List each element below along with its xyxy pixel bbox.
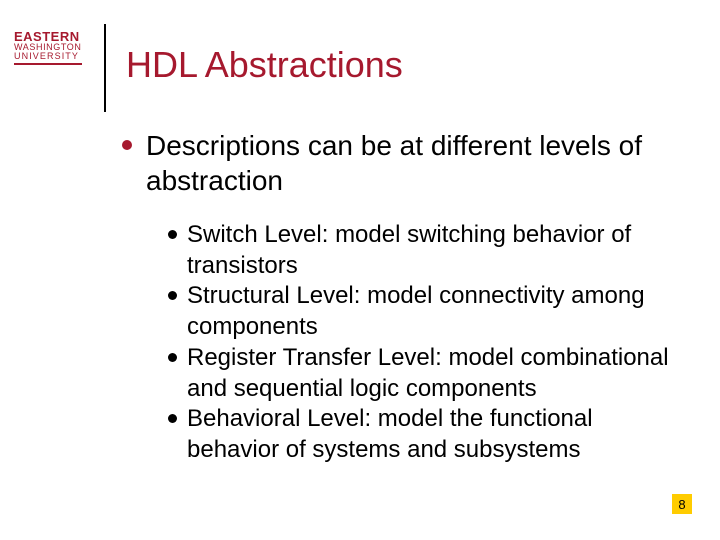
sub-bullet-text: Switch Level: model switching behavior o… [187,220,672,281]
sub-bullet: Switch Level: model switching behavior o… [168,220,672,281]
sub-bullet-list: Switch Level: model switching behavior o… [168,220,672,466]
bullet-text: Descriptions can be at different levels … [146,128,672,198]
sub-bullet-text: Structural Level: model connectivity amo… [187,281,672,342]
bullet-dot-icon [168,291,177,300]
bullet-dot-icon [168,230,177,239]
university-logo: EASTERN WASHINGTON UNIVERSITY [14,30,82,65]
sub-bullet-text: Behavioral Level: model the functional b… [187,404,672,465]
logo-line3: UNIVERSITY [14,52,82,61]
slide-content: Descriptions can be at different levels … [122,128,672,466]
sub-bullet-text: Register Transfer Level: model combinati… [187,343,672,404]
slide-title: HDL Abstractions [126,44,403,86]
page-number: 8 [672,494,692,514]
logo-underline [14,63,82,65]
bullet-dot-icon [168,353,177,362]
sub-bullet: Behavioral Level: model the functional b… [168,404,672,465]
bullet-dot-icon [122,140,132,150]
sub-bullet: Structural Level: model connectivity amo… [168,281,672,342]
sub-bullet: Register Transfer Level: model combinati… [168,343,672,404]
bullet-level1: Descriptions can be at different levels … [122,128,672,198]
bullet-dot-icon [168,414,177,423]
vertical-divider [104,24,106,112]
